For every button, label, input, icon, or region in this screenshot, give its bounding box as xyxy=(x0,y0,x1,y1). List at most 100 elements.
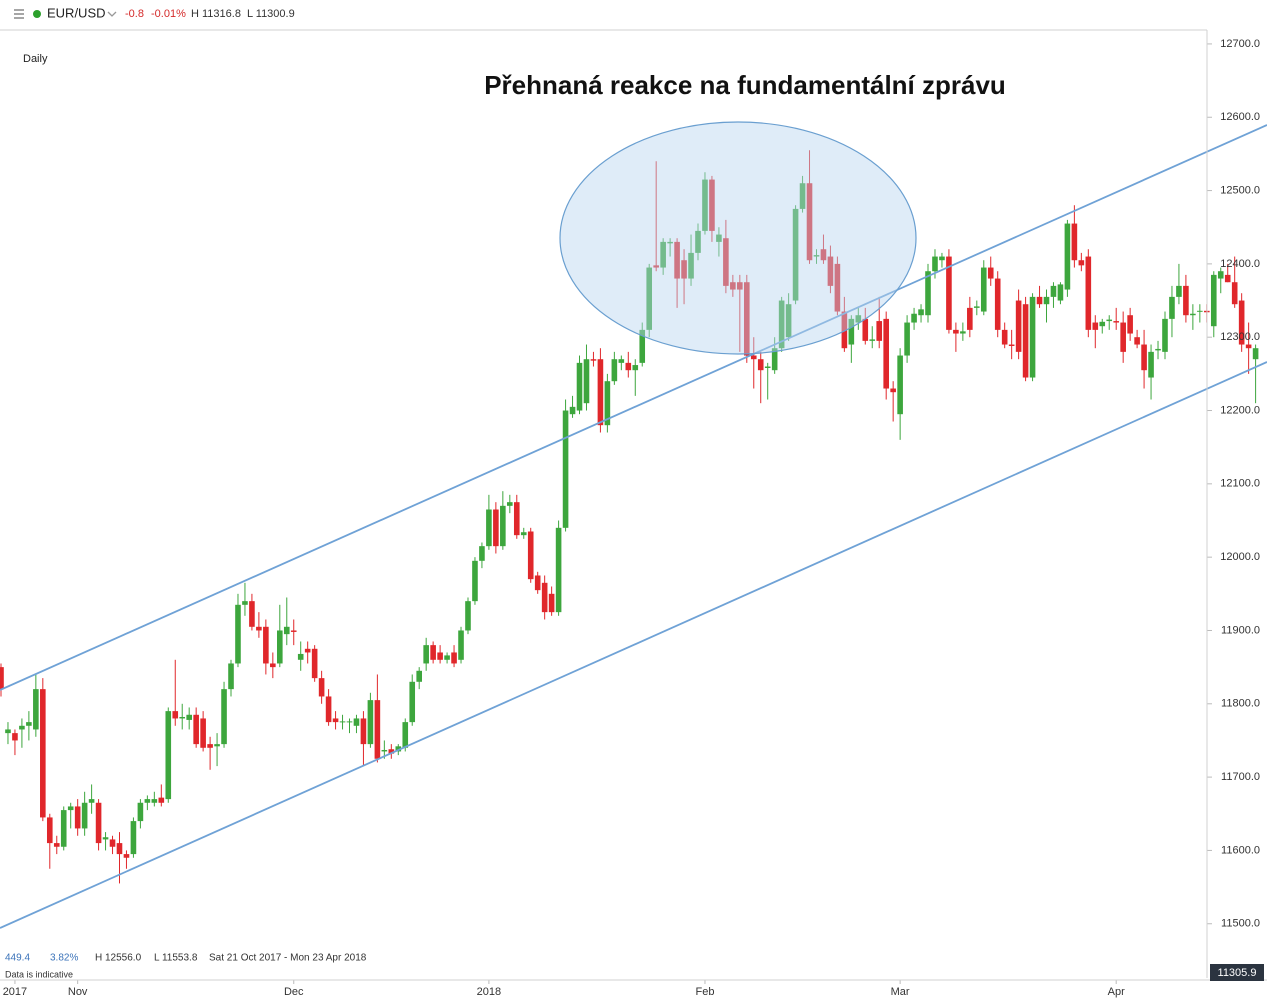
x-tick-label: 2018 xyxy=(477,986,501,998)
candle-body xyxy=(381,749,388,752)
candle-body xyxy=(813,255,820,257)
candle-body xyxy=(144,799,151,803)
candle-body xyxy=(88,799,95,803)
candle-body xyxy=(444,655,450,660)
candle-body xyxy=(1238,300,1245,345)
candle-body xyxy=(1036,296,1043,305)
y-tick-label: 12700.0 xyxy=(1220,38,1260,50)
candle-body xyxy=(953,329,959,334)
candle-body xyxy=(123,854,130,858)
candle-body xyxy=(5,729,11,734)
candle-body xyxy=(834,263,841,312)
y-tick-label: 11800.0 xyxy=(1221,698,1260,710)
candle-body xyxy=(862,318,869,341)
change-pct: -0.01% xyxy=(151,8,186,20)
candle-body xyxy=(1176,285,1182,297)
candle-body xyxy=(402,722,409,748)
candle-body xyxy=(646,267,653,330)
candle-body xyxy=(674,241,680,279)
candle-body xyxy=(81,802,88,829)
candle-body xyxy=(249,601,255,627)
candle-body xyxy=(590,359,597,361)
header-low: L 11300.9 xyxy=(247,8,295,20)
candle-body xyxy=(304,648,311,653)
candle-body xyxy=(1155,348,1161,351)
candle-body xyxy=(360,718,367,745)
candle-body xyxy=(67,806,74,811)
candle-body xyxy=(681,260,687,279)
top-bar xyxy=(0,0,1267,30)
chart-title: Přehnaná reakce na fundamentální zprávu xyxy=(484,70,1006,100)
candle-body xyxy=(353,718,360,726)
candle-body xyxy=(827,256,834,286)
y-tick-label: 11500.0 xyxy=(1221,918,1260,930)
candle-body xyxy=(500,505,506,547)
candle-body xyxy=(925,271,931,316)
candle-body xyxy=(102,837,109,840)
candle-body xyxy=(493,509,499,547)
candle-body xyxy=(597,359,604,426)
last-price-box xyxy=(1210,964,1264,981)
candle-body xyxy=(186,714,192,720)
candle-body xyxy=(1085,256,1092,330)
candle-body xyxy=(967,307,973,330)
candle-body xyxy=(792,208,799,301)
symbol-dropdown[interactable] xyxy=(107,11,117,17)
candle-body xyxy=(1092,322,1099,330)
candle-body xyxy=(569,406,576,415)
candle-body xyxy=(395,746,402,752)
candle-body xyxy=(12,733,18,741)
candle-body xyxy=(214,744,220,747)
candle-body xyxy=(297,653,304,660)
candle-body xyxy=(632,365,639,371)
candle-body xyxy=(911,313,917,323)
footer-range: 449.4 xyxy=(5,953,30,964)
interval: Daily xyxy=(23,53,48,65)
candle-body xyxy=(897,355,903,415)
candle-body xyxy=(60,810,67,847)
candle-body xyxy=(46,817,53,844)
y-tick-label: 12100.0 xyxy=(1220,478,1260,490)
candle-body xyxy=(723,238,729,286)
candle-body xyxy=(541,582,548,613)
candle-body xyxy=(1001,329,1008,345)
candle-body xyxy=(918,309,924,316)
candle-body xyxy=(1008,344,1015,346)
channel-lower xyxy=(0,361,1267,929)
symbol[interactable]: EUR/USD xyxy=(47,5,106,20)
candle-body xyxy=(1141,344,1147,371)
candle-body xyxy=(695,230,701,253)
candle-body xyxy=(465,601,471,631)
candle-body xyxy=(388,749,395,754)
candle-body xyxy=(242,601,248,605)
candle-body xyxy=(172,711,179,719)
candle-body xyxy=(507,502,513,506)
candle-body xyxy=(74,806,81,829)
y-tick-label: 11700.0 xyxy=(1221,771,1260,783)
candle-body xyxy=(1183,285,1189,316)
candle-body xyxy=(625,362,632,371)
candle-body xyxy=(158,797,165,803)
candle-body xyxy=(374,700,381,759)
candle-body xyxy=(235,604,241,664)
candle-body xyxy=(1015,300,1022,352)
candle-body xyxy=(1169,296,1175,319)
menu-icon[interactable] xyxy=(14,9,24,19)
candle-body xyxy=(513,502,520,536)
candle-body xyxy=(841,311,848,349)
candle-body xyxy=(109,839,116,847)
header-high: H 11316.8 xyxy=(191,8,241,20)
candle-body xyxy=(486,509,492,547)
footer-period: Sat 21 Oct 2017 - Mon 23 Apr 2018 xyxy=(209,953,367,964)
candle-body xyxy=(667,241,673,244)
candle-body xyxy=(1127,315,1133,334)
candle-body xyxy=(1078,260,1085,266)
x-tick-label: Mar xyxy=(891,986,910,998)
candle-body xyxy=(1190,313,1196,316)
candle-body xyxy=(263,626,269,664)
candle-body xyxy=(277,630,283,664)
candle-body xyxy=(520,532,527,536)
candle-body xyxy=(764,366,771,368)
